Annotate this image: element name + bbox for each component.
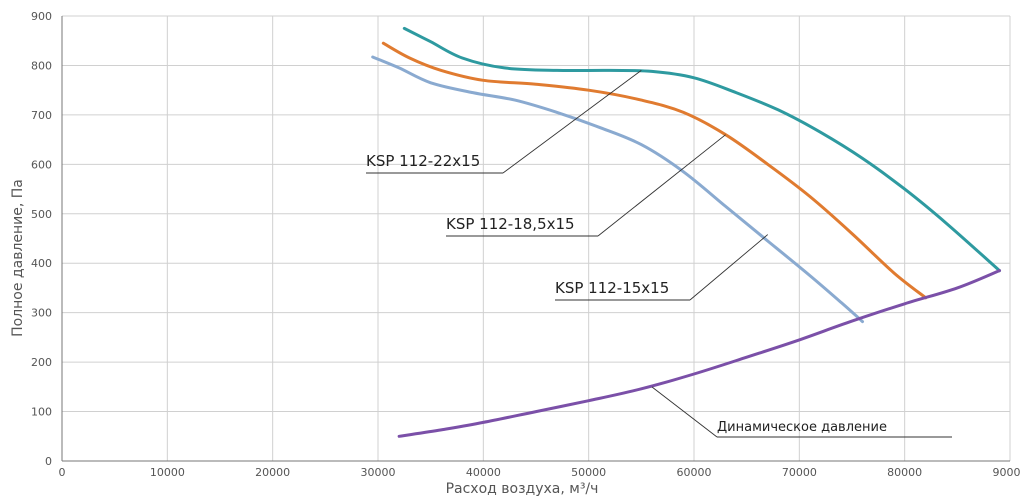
x-tick-label: 50000 [571,466,606,479]
y-axis-title: Полное давление, Па [10,179,26,337]
annotation-leader [651,386,718,438]
x-tick-label: 30000 [361,466,396,479]
series-line-0 [402,26,1001,273]
annotation-label: Динамическое давление [717,420,887,435]
annotation-labels: KSP 112-22x15 KSP 112-18,5x15 KSP 112-15x1… [366,152,887,435]
annotation-leaders [366,70,952,438]
series-line-3 [397,269,1001,438]
y-tick-label: 200 [31,356,52,369]
x-tick-label: 80000 [887,466,922,479]
x-tick-labels: 0 10000 20000 30000 40000 50000 60000 70000 8000… [59,466,1021,479]
annotation-label: KSP 112-22x15 [366,152,480,170]
annotation-leader [597,134,726,237]
x-tick-label: 20000 [255,466,290,479]
series-lines [371,26,1001,438]
x-tick-label: 40000 [466,466,501,479]
x-axis-title: Расход воздуха, м³/ч [446,481,599,497]
y-tick-label: 400 [31,257,52,270]
y-tick-label: 0 [45,455,52,468]
axes [61,16,1010,462]
y-tick-label: 300 [31,307,52,320]
annotation-leader [502,70,642,174]
y-tick-label: 500 [31,208,52,221]
annotation-label: KSP 112-18,5x15 [446,215,575,233]
y-tick-label: 700 [31,109,52,122]
y-tick-label: 900 [31,10,52,23]
annotation-leader [689,234,769,301]
x-tick-label: 0 [59,466,66,479]
y-tick-labels: 0 100 200 300 400 500 600 700 800 900 [31,10,52,468]
y-tick-label: 600 [31,158,52,171]
series-line-1 [381,41,928,300]
x-tick-label: 10000 [150,466,185,479]
y-tick-label: 800 [31,59,52,72]
series-line-2 [371,55,864,324]
x-tick-label: 60000 [677,466,712,479]
x-tick-label: 70000 [782,466,817,479]
y-tick-label: 100 [31,406,52,419]
annotation-label: KSP 112-15x15 [555,279,669,297]
grid [62,15,1011,461]
